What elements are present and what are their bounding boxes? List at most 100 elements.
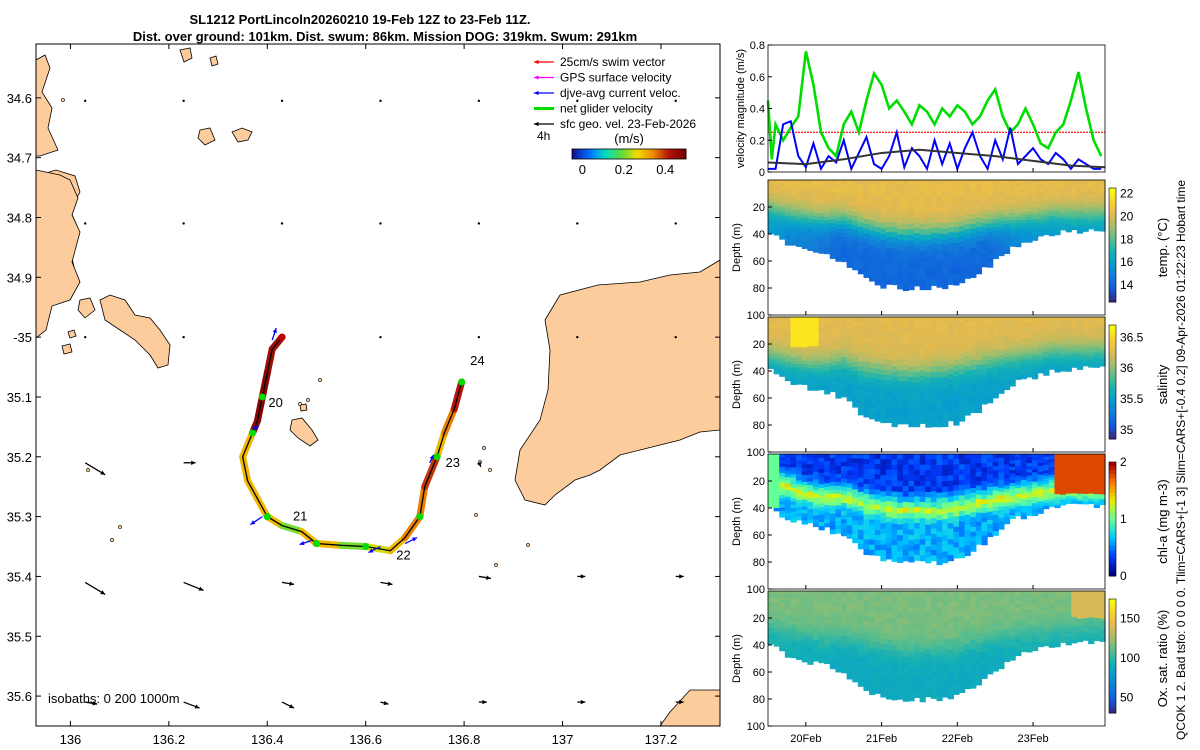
section-cell <box>1031 632 1039 637</box>
section-cell <box>1037 495 1044 500</box>
section-cell <box>958 490 966 497</box>
section-cell <box>975 345 983 352</box>
section-cell <box>852 326 859 332</box>
section-cell <box>801 380 808 385</box>
section-cell <box>936 623 943 630</box>
section-cell <box>1026 627 1033 632</box>
section-cell <box>779 647 786 652</box>
section-cell <box>1020 192 1027 197</box>
section-cell <box>891 247 898 254</box>
section-cell <box>863 509 870 515</box>
colorbar-frame <box>1108 461 1117 577</box>
section-cell <box>1082 456 1089 460</box>
section-cell <box>953 419 960 426</box>
section-cell <box>846 317 853 322</box>
section-cell <box>998 517 1005 523</box>
section-cell <box>1082 343 1089 347</box>
section-cell <box>1026 186 1033 190</box>
section-cell <box>908 262 915 269</box>
land-islet <box>318 378 322 382</box>
section-cell <box>919 380 926 387</box>
section-cell <box>796 320 803 325</box>
section-cell <box>852 220 859 226</box>
section-cell <box>1015 326 1022 331</box>
section-cell <box>852 393 859 399</box>
section-cell <box>914 660 921 667</box>
section-cell <box>807 605 814 610</box>
section-cell <box>869 195 876 201</box>
section-cell <box>975 331 983 337</box>
section-cell <box>779 343 786 348</box>
section-cell <box>829 339 836 344</box>
section-cell <box>919 679 926 686</box>
section-cell <box>981 227 988 233</box>
section-cell <box>1076 340 1084 344</box>
section-cell <box>857 534 865 540</box>
section-cell <box>987 665 994 671</box>
section-cell <box>891 550 898 557</box>
colorbar-cell <box>680 149 684 159</box>
section-cell <box>970 184 977 191</box>
section-cell <box>807 627 814 632</box>
section-cell <box>947 644 954 651</box>
section-cell <box>829 497 836 503</box>
section-cell <box>908 651 915 658</box>
section-cell <box>1037 347 1044 352</box>
section-cell <box>930 382 938 389</box>
colorbar-title: temp. (°C) <box>1155 218 1170 277</box>
section-cell <box>841 376 848 382</box>
figure-title-line1: SL1212 PortLincoln20260210 19-Feb 12Z to… <box>189 12 531 27</box>
section-cell <box>936 684 943 691</box>
section-cell <box>773 496 780 501</box>
section-cell <box>919 668 926 675</box>
section-cell <box>874 258 881 265</box>
section-cell <box>1076 198 1084 202</box>
section-cell <box>1026 201 1033 206</box>
section-cell <box>925 234 932 241</box>
section-cell <box>1060 207 1067 211</box>
section-cell <box>846 670 853 676</box>
section-cell <box>925 654 932 661</box>
section-cell <box>1088 339 1095 343</box>
section-cell <box>891 656 898 663</box>
section-cell <box>897 349 904 355</box>
land-island-west-3 <box>61 343 73 355</box>
section-cell <box>846 643 853 649</box>
section-y-tick-label: 40 <box>753 366 765 378</box>
section-cell <box>885 474 893 481</box>
section-cell <box>1031 626 1039 631</box>
section-cell <box>936 618 943 625</box>
section-cell <box>807 512 814 517</box>
section-cell <box>1060 487 1067 491</box>
colorbar-cell <box>597 149 601 159</box>
velocity-y-tick-label: 0.6 <box>750 72 765 84</box>
section-cell <box>784 607 792 612</box>
section-cell <box>930 650 938 656</box>
section-cell <box>998 645 1005 650</box>
section-cell <box>1037 468 1044 473</box>
section-cell <box>975 666 983 672</box>
section-cell <box>857 520 865 526</box>
section-cell <box>953 642 960 649</box>
section-ylabel: Depth (m) <box>731 360 743 409</box>
section-cell <box>1093 499 1100 503</box>
section-cell <box>914 217 921 223</box>
section-cell <box>1065 468 1072 472</box>
section-cell <box>1003 220 1011 225</box>
section-cell <box>914 606 921 613</box>
section-cell <box>784 480 792 485</box>
section-cell <box>975 619 983 625</box>
section-cell <box>846 388 853 394</box>
section-cell <box>1043 456 1050 461</box>
section-cell <box>987 241 994 246</box>
section-cell <box>779 355 786 360</box>
section-cell <box>812 357 820 362</box>
section-cell <box>919 454 926 460</box>
section-cell <box>1065 180 1072 184</box>
section-cell <box>1009 483 1016 487</box>
section-cell <box>818 320 825 325</box>
section-cell <box>897 454 904 461</box>
section-cell <box>768 190 775 194</box>
section-axes-frame <box>767 179 1106 316</box>
